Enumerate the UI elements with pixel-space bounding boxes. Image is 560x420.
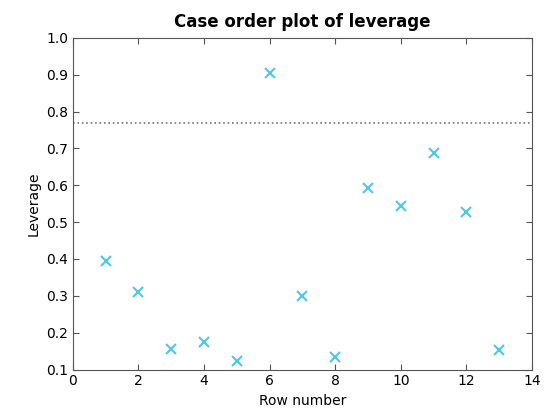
X-axis label: Row number: Row number (259, 394, 346, 408)
Title: Case order plot of leverage: Case order plot of leverage (174, 13, 431, 31)
Y-axis label: Leverage: Leverage (26, 171, 40, 236)
